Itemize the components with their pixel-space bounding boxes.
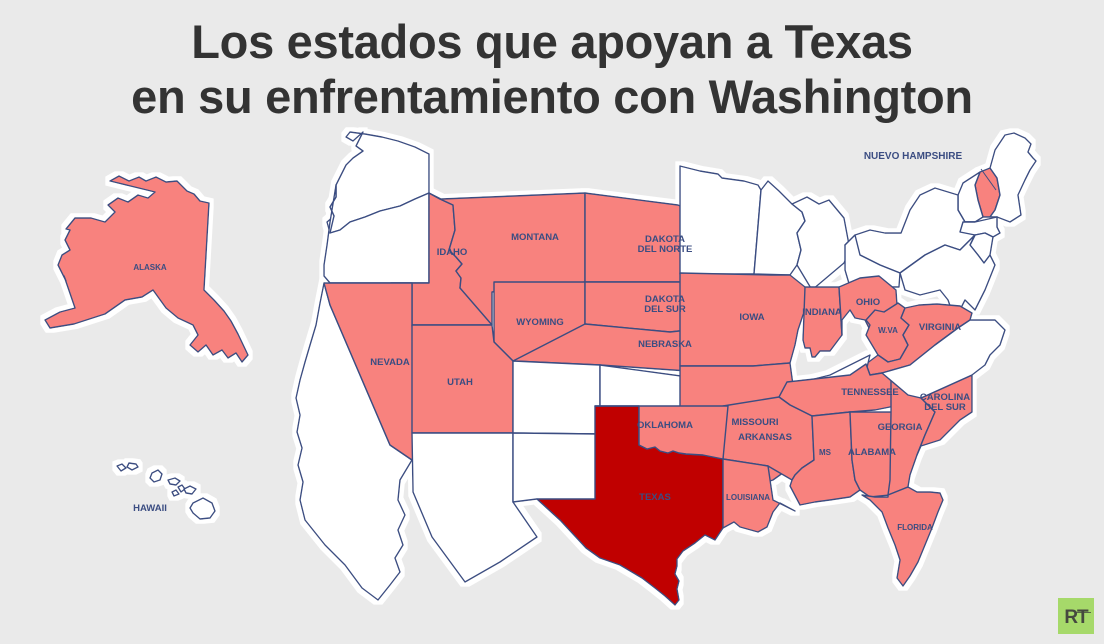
svg-text:MONTANA: MONTANA: [511, 232, 559, 243]
svg-text:MISSOURI: MISSOURI: [732, 417, 779, 428]
svg-text:OKLAHOMA: OKLAHOMA: [637, 420, 693, 431]
svg-text:ALABAMA: ALABAMA: [848, 447, 896, 458]
svg-text:NEBRASKA: NEBRASKA: [638, 339, 692, 350]
svg-text:HAWAII: HAWAII: [133, 503, 167, 514]
svg-text:ALASKA: ALASKA: [133, 263, 167, 272]
svg-text:OHIO: OHIO: [856, 297, 880, 308]
svg-text:TEXAS: TEXAS: [639, 492, 671, 503]
svg-text:LOUISIANA: LOUISIANA: [726, 493, 770, 502]
svg-text:IDAHO: IDAHO: [437, 247, 468, 258]
svg-text:FLORIDA: FLORIDA: [897, 523, 933, 532]
svg-text:IOWA: IOWA: [739, 312, 764, 323]
svg-text:MS: MS: [819, 448, 832, 457]
svg-text:VIRGINIA: VIRGINIA: [919, 322, 961, 333]
svg-text:W.VA: W.VA: [878, 326, 898, 335]
svg-text:ARKANSAS: ARKANSAS: [738, 432, 792, 443]
svg-text:GEORGIA: GEORGIA: [878, 422, 923, 433]
svg-text:WYOMING: WYOMING: [516, 317, 564, 328]
svg-text:TENNESSEE: TENNESSEE: [841, 387, 899, 398]
svg-text:UTAH: UTAH: [447, 377, 473, 388]
svg-text:NUEVO HAMPSHIRE: NUEVO HAMPSHIRE: [864, 151, 963, 162]
svg-text:VT: VT: [0, 0, 6, 3]
svg-text:NEVADA: NEVADA: [370, 357, 410, 368]
svg-text:INDIANA: INDIANA: [802, 307, 842, 318]
